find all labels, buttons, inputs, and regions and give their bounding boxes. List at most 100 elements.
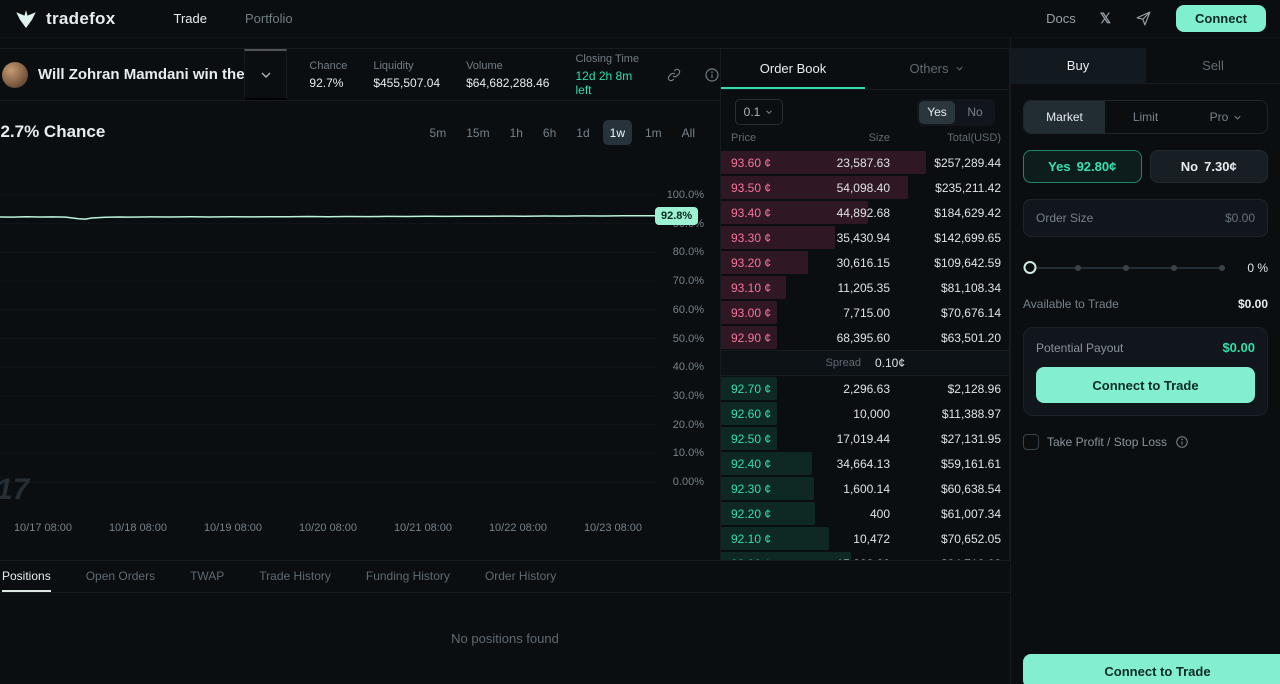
logo[interactable]: tradefox [14,7,115,31]
size-cell: 10,000 [853,406,890,421]
depth-bar [721,527,829,550]
range-button-1h[interactable]: 1h [503,120,530,145]
chevron-down-icon [261,72,271,78]
column-size: Size [868,132,890,144]
order-type-market[interactable]: Market [1024,101,1105,133]
depth-bar [721,276,786,299]
orderbook-bid-row[interactable]: 92.10 ¢ 10,472 $70,652.05 [721,526,1009,551]
slider-mark [1171,265,1177,271]
stat-value: 92.7% [309,75,344,90]
order-type-limit[interactable]: Limit [1105,101,1186,133]
orderbook-bid-row[interactable]: 92.30 ¢ 1,600.14 $60,638.54 [721,476,1009,501]
price-cell: 92.60 ¢ [731,406,772,421]
orderbook-bid-row[interactable]: 92.20 ¢ 400 $61,007.34 [721,501,1009,526]
topbar: tradefox Trade Portfolio Docs 𝕏 Connect [0,0,1280,38]
range-button-all[interactable]: All [675,120,702,145]
size-cell: 400 [869,506,890,521]
positions-tab-order-history[interactable]: Order History [484,568,557,583]
orderbook-bid-row[interactable]: 92.00 ¢15,383.29$84,712.68 [721,551,1009,560]
nav-item-portfolio[interactable]: Portfolio [244,11,293,26]
range-button-1w[interactable]: 1w [602,120,632,145]
y-axis-tick: 40.0% [672,361,704,374]
orderbook-ask-row[interactable]: 93.50 ¢ 54,098.40 $235,211.42 [721,175,1009,200]
tpsl-checkbox[interactable] [1023,434,1039,450]
orderbook-bid-row[interactable]: 92.40 ¢ 34,664.13 $59,161.61 [721,451,1009,476]
orderbook-ask-row[interactable]: 93.20 ¢ 30,616.15 $109,642.59 [721,250,1009,275]
total-cell: $84,712.68 [890,557,1001,561]
connect-to-trade-button[interactable]: Connect to Trade [1036,367,1255,403]
size-slider-thumb[interactable] [1023,261,1037,274]
slider-mark [1075,265,1081,271]
no-label: No [1180,159,1199,174]
range-button-6h[interactable]: 6h [536,120,563,145]
trade-tab-buy[interactable]: Buy [1011,48,1145,83]
tab-label: Others [909,60,949,76]
positions-tab-trade-history[interactable]: Trade History [259,568,331,583]
orderbook-ask-row[interactable]: 93.00 ¢ 7,715.00 $70,676.14 [721,300,1009,325]
orderbook-bid-row[interactable]: 92.70 ¢ 2,296.63 $2,128.96 [721,376,1009,401]
depth-bar [721,201,868,224]
orderbook-toggle-no[interactable]: No [967,105,983,119]
positions-tab-twap[interactable]: TWAP [190,568,225,583]
orderbook-bid-row[interactable]: 92.50 ¢ 17,019.44 $27,131.95 [721,426,1009,451]
tick-size-select[interactable]: 0.1 [735,99,783,125]
stat-label: Volume [466,59,503,72]
order-size-field[interactable]: Order Size $0.00 [1023,199,1268,237]
size-cell: 7,715.00 [843,305,890,320]
outcome-no-button[interactable]: No 7.30¢ [1149,150,1268,183]
orderbook-tab-order-book[interactable]: Order Book [721,49,865,89]
depth-bar [721,226,835,249]
x-social-icon[interactable]: 𝕏 [1099,10,1111,26]
positions-tab-funding-history[interactable]: Funding History [365,568,450,583]
trade-tab-sell[interactable]: Sell [1145,48,1280,83]
orderbook-toggle-yes[interactable]: Yes [919,100,955,124]
orderbook-ask-row[interactable]: 93.30 ¢ 35,430.94 $142,699.65 [721,225,1009,250]
x-axis-tick: 10/23 08:00 [583,522,643,534]
stat-label: Closing Time [575,52,640,65]
size-cell: 1,600.14 [843,481,890,496]
orderbook-ask-row[interactable]: 93.40 ¢ 44,892.68 $184,629.42 [721,200,1009,225]
orderbook-ask-row[interactable]: 93.60 ¢ 23,587.63 $257,289.44 [721,150,1009,175]
market-title: Will Zohran Mamdani win the 2... [38,66,244,83]
range-button-5m[interactable]: 5m [423,120,454,145]
range-button-1m[interactable]: 1m [638,120,669,145]
market-dropdown-button[interactable] [243,49,288,100]
outcome-yes-button[interactable]: Yes 92.80¢ [1023,150,1142,183]
payout-label: Potential Payout [1036,340,1124,355]
telegram-icon[interactable] [1135,10,1152,27]
orderbook-ask-row[interactable]: 92.90 ¢ 68,395.60 $63,501.20 [721,325,1009,350]
range-button-1d[interactable]: 1d [569,120,596,145]
info-icon[interactable] [1175,435,1189,449]
order-type-pro[interactable]: Pro [1186,101,1267,133]
nav-item-trade[interactable]: Trade [173,11,207,26]
price-cell: 92.40 ¢ [731,456,772,471]
range-button-15m[interactable]: 15m [459,120,496,145]
price-chart[interactable] [0,101,656,560]
positions-tabs: Positions Open Orders TWAP Trade History Fun… [0,561,1010,593]
link-icon[interactable] [666,67,682,83]
size-slider-track[interactable] [1023,261,1225,274]
price-cell: 93.40 ¢ [731,205,772,220]
size-cell: 68,395.60 [836,330,890,345]
total-cell: $257,289.44 [934,155,1001,170]
slider-percent-value: 0 % [1247,261,1268,275]
size-cell: 17,019.44 [836,431,890,446]
docs-link[interactable]: Docs [1046,11,1076,26]
size-cell: 35,430.94 [836,230,890,245]
total-cell: $184,629.42 [934,205,1001,220]
positions-tab-positions[interactable]: Positions [2,561,51,592]
connect-to-trade-bottom-button[interactable]: Connect to Trade [1023,654,1280,684]
order-type-group: Market Limit Pro [1023,100,1268,134]
orderbook-bid-row[interactable]: 92.60 ¢ 10,000 $11,388.97 [721,401,1009,426]
spread-label: Spread [825,357,861,369]
info-icon[interactable] [704,67,720,83]
size-cell: 54,098.40 [836,180,890,195]
positions-tab-open-orders[interactable]: Open Orders [85,568,156,583]
y-axis-tick: 20.0% [672,418,704,431]
take-profit-stop-loss-row: Take Profit / Stop Loss [1023,434,1268,450]
orderbook-tab-others[interactable]: Others [865,49,1009,89]
connect-wallet-button[interactable]: Connect [1176,5,1266,32]
stat-value: $64,682,288.46 [466,75,550,90]
orderbook-ask-row[interactable]: 93.10 ¢ 11,205.35 $81,108.34 [721,275,1009,300]
total-cell: $63,501.20 [940,330,1001,345]
